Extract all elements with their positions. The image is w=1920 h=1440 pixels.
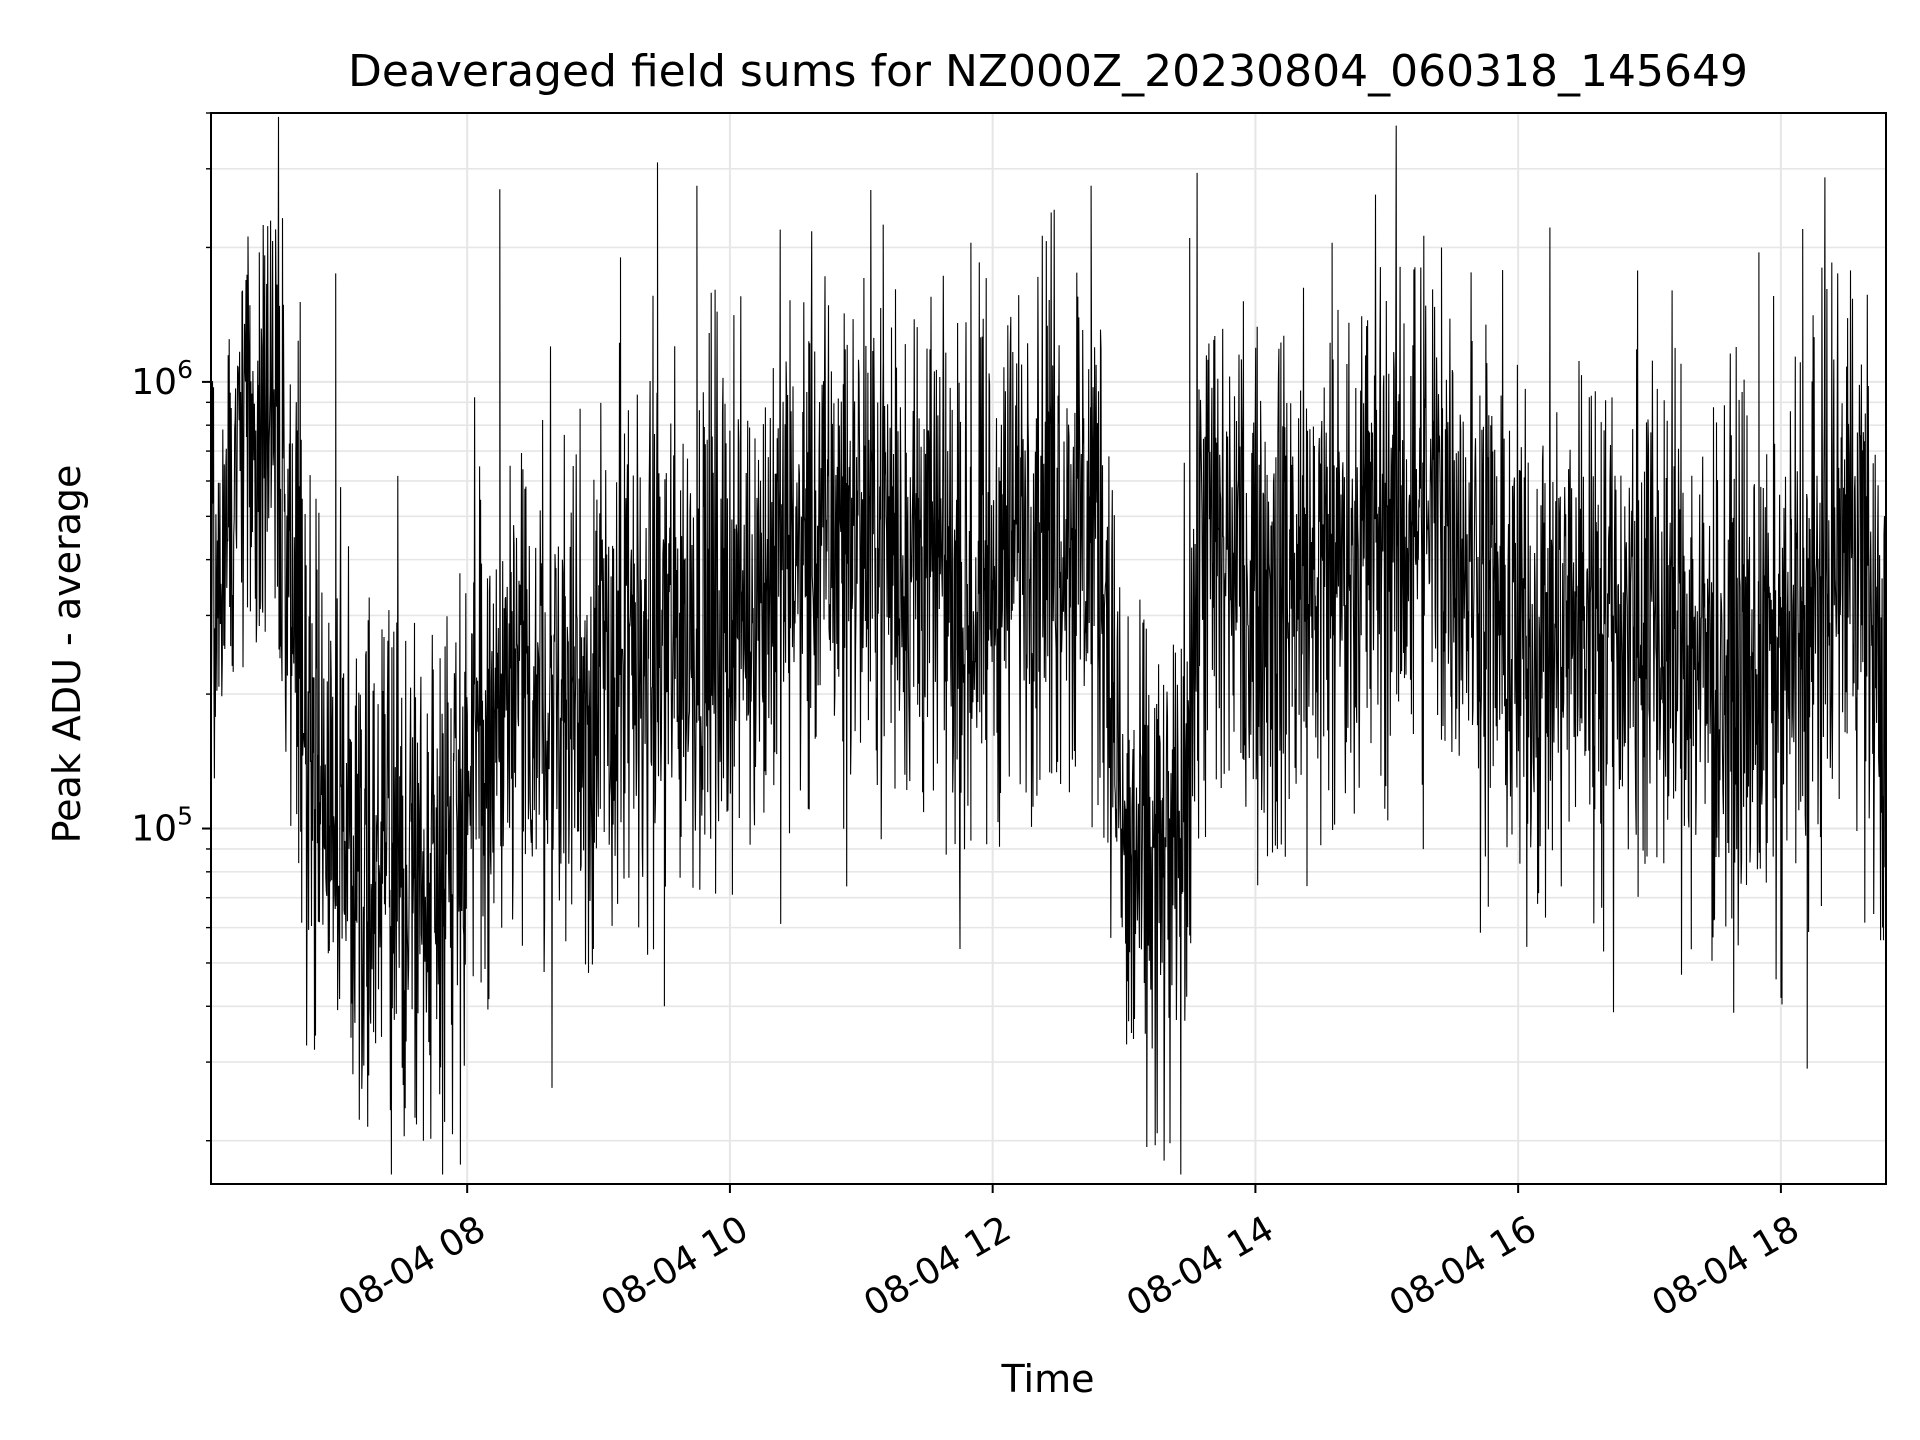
chart-title: Deaveraged field sums for NZ000Z_2023080… [348,46,1748,97]
plot-frame [210,112,1887,1185]
x-axis-label: Time [1001,1357,1095,1401]
series-line [210,116,1887,1175]
plot-area [210,116,1887,1175]
y-axis-label: Peak ADU - average [45,465,89,844]
